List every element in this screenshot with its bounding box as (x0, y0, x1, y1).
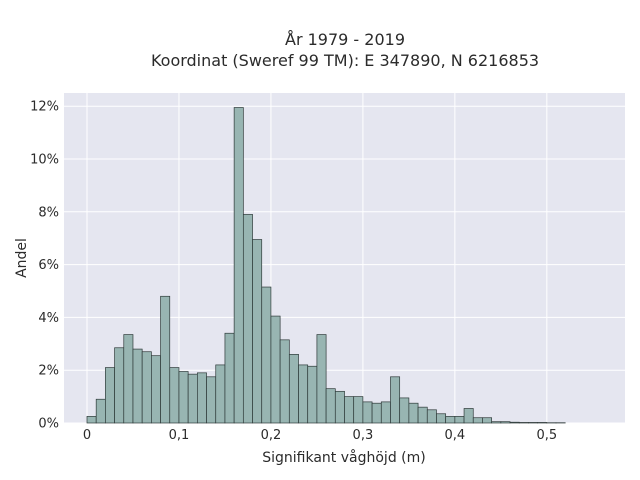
y-axis-ticks: 0% 2% 4% 6% 8% 10% 12% (30, 100, 59, 432)
y-tick-label: 0% (38, 417, 59, 432)
histogram-bar (252, 239, 263, 424)
histogram-bar (224, 332, 235, 424)
histogram-bar (178, 371, 189, 424)
histogram-bar (353, 396, 364, 424)
histogram-bar (408, 402, 419, 424)
histogram-bar (463, 408, 474, 424)
histogram-bar (344, 396, 355, 424)
y-axis-label: Andel (14, 238, 30, 278)
histogram-bar (380, 401, 391, 424)
histogram-bar (307, 365, 318, 424)
y-tick-label: 6% (38, 258, 59, 273)
histogram-bar (197, 372, 207, 424)
histogram-bar (491, 421, 502, 424)
histogram-bar (334, 390, 345, 424)
x-tick-label: 0,5 (536, 428, 557, 443)
histogram-bar (436, 413, 447, 424)
histogram-bar (215, 364, 226, 424)
histogram-bar (399, 397, 410, 424)
x-tick-label: 0,4 (445, 428, 466, 443)
histogram-bar (390, 376, 401, 424)
x-axis-ticks: 0 0,1 0,2 0,3 0,4 0,5 (83, 428, 557, 443)
histogram-bar (132, 348, 143, 424)
histogram-bar (270, 315, 281, 424)
x-axis-label: Signifikant våghöjd (m) (262, 449, 425, 466)
x-tick-label: 0,2 (261, 428, 282, 443)
histogram-bar (426, 409, 437, 424)
histogram-bar (86, 416, 97, 424)
histogram-bar (518, 422, 529, 424)
histogram-bar (454, 416, 465, 424)
histogram-bar (371, 402, 382, 424)
histogram-bar (169, 367, 180, 424)
histogram-bar (187, 373, 198, 424)
histogram-bar (95, 398, 106, 424)
x-tick-label: 0,1 (169, 428, 190, 443)
histogram-bar (160, 295, 171, 424)
histogram-bar (445, 416, 456, 424)
histogram-bar (509, 421, 520, 424)
histogram-bar (472, 417, 483, 424)
histogram-bar (537, 422, 548, 424)
histogram-bar (325, 388, 336, 424)
histogram-bar (233, 107, 244, 424)
histogram-bar (141, 351, 152, 424)
histogram-bar (151, 355, 161, 424)
histogram-bar (500, 421, 511, 424)
y-tick-label: 8% (38, 205, 59, 220)
histogram-bar (417, 406, 428, 424)
y-tick-label: 12% (30, 100, 59, 115)
histogram-bar (105, 367, 115, 424)
histogram-bar (288, 354, 299, 424)
histogram-bar (528, 422, 538, 424)
histogram-bar (114, 347, 125, 424)
histogram-bar (123, 334, 134, 424)
y-tick-label: 10% (30, 153, 59, 168)
x-tick-label: 0,3 (353, 428, 374, 443)
histogram-bar (298, 364, 309, 424)
x-tick-label: 0 (83, 428, 91, 443)
chart-title: År 1979 - 2019 (285, 30, 405, 49)
bars (86, 107, 566, 424)
histogram-bar (316, 334, 327, 424)
y-tick-label: 4% (38, 311, 59, 326)
histogram-bar (362, 401, 373, 424)
chart-subtitle: Koordinat (Sweref 99 TM): E 347890, N 62… (151, 51, 539, 70)
histogram-bar (206, 376, 217, 424)
histogram-bar (261, 286, 272, 424)
y-tick-label: 2% (38, 364, 59, 379)
histogram-bar (482, 417, 492, 424)
histogram-bar (242, 214, 253, 424)
histogram-bar (279, 339, 290, 424)
